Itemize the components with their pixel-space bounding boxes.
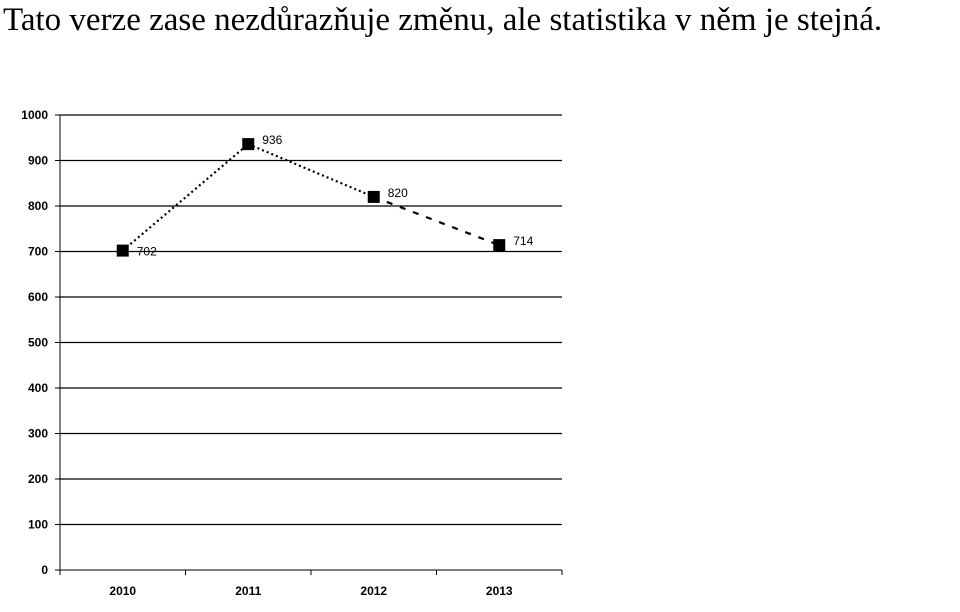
y-tick-label-1000: 1000 [21,108,48,122]
y-tick-label-600: 600 [28,290,48,304]
series-line [122,143,500,252]
x-axis-tick-labels: 2010 2011 2012 2013 [109,584,513,598]
y-tick-label-500: 500 [28,336,48,350]
y-tick-label-700: 700 [28,245,48,259]
axes [55,114,563,575]
y-axis-tick-labels: 0 100 200 300 400 500 600 700 800 900 1000 [21,108,48,577]
y-tick-label-100: 100 [28,518,48,532]
data-labels: 702 936 820 714 [137,133,534,258]
marker-2010 [116,244,129,257]
y-tick-label-900: 900 [28,154,48,168]
y-tick-label-800: 800 [28,199,48,213]
y-tick-label-400: 400 [28,381,48,395]
y-tick-label-0: 0 [41,563,48,577]
data-label-2011: 936 [262,133,282,147]
gridlines [60,114,562,526]
line-segment-2011-2012 [247,143,375,198]
x-tick-label-2010: 2010 [109,584,136,598]
x-tick-label-2011: 2011 [235,584,261,598]
caption-text: Tato verze zase nezdůrazňuje změnu, ale … [3,2,883,38]
marker-2012 [367,190,380,203]
series-markers [116,138,506,257]
y-tick-label-300: 300 [28,427,48,441]
x-tick-label-2012: 2012 [360,584,387,598]
data-label-2010: 702 [137,245,157,259]
marker-2011 [242,138,255,151]
x-tick-label-2013: 2013 [486,584,513,598]
line-segment-2012-2013 [373,195,500,247]
marker-2013 [493,239,506,252]
data-label-2012: 820 [388,186,408,200]
data-label-2013: 714 [513,234,533,248]
y-tick-label-200: 200 [28,472,48,486]
